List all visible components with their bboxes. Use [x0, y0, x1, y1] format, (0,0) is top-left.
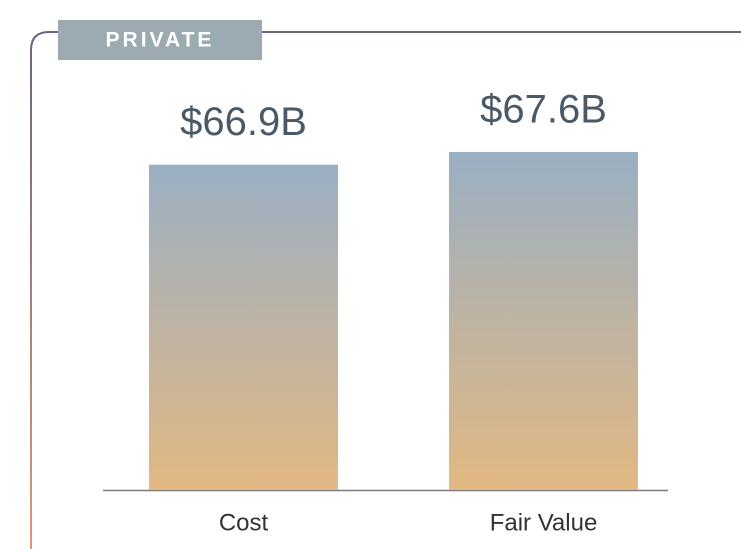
chart-title: PRIVATE [106, 29, 215, 52]
x-tick-label: Fair Value [490, 509, 598, 536]
value-label: $67.6B [480, 88, 607, 132]
value-label: $66.9B [180, 100, 307, 144]
title-box [58, 20, 262, 60]
bar [149, 164, 338, 490]
frame [30, 31, 741, 549]
x-tick-label: Cost [219, 509, 269, 536]
bar [449, 151, 638, 490]
